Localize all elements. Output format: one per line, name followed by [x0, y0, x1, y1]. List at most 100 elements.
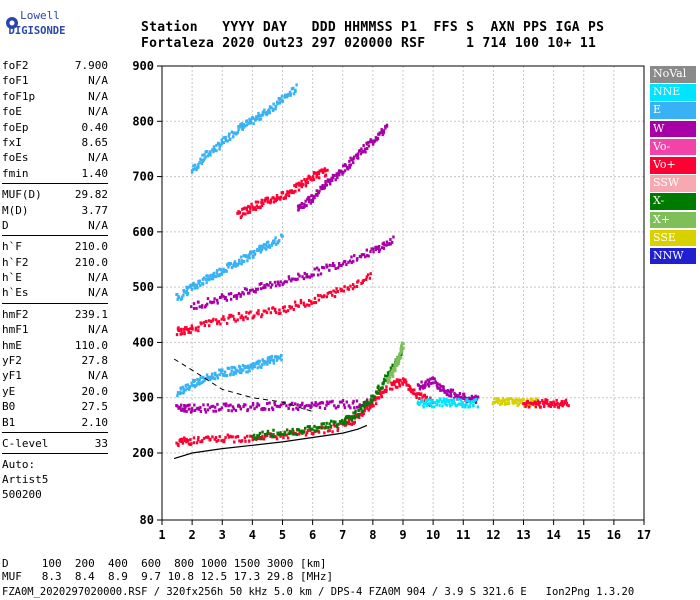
echo-point: [337, 171, 340, 175]
param-value: 210.0: [74, 240, 108, 254]
echo-point: [437, 399, 441, 403]
echo-point: [467, 400, 470, 404]
echo-point: [272, 433, 275, 437]
echo-point: [236, 435, 240, 439]
echo-point: [218, 368, 221, 372]
echo-point: [285, 193, 288, 197]
echo-point: [292, 430, 295, 434]
echo-point: [534, 405, 538, 409]
echo-point: [368, 406, 372, 410]
echo-point: [352, 421, 355, 425]
echo-point: [245, 206, 248, 210]
echo-point: [338, 173, 341, 177]
echo-point: [201, 304, 204, 308]
echo-point: [195, 383, 198, 387]
echo-point: [271, 283, 274, 287]
echo-point: [305, 431, 309, 435]
echo-point: [545, 401, 549, 405]
echo-point: [313, 429, 316, 433]
echo-point: [265, 282, 269, 286]
echo-point: [323, 294, 326, 298]
param-name: yF2: [2, 354, 22, 368]
echo-point: [319, 294, 322, 298]
echo-point: [304, 199, 307, 203]
echo-point: [301, 205, 304, 209]
echo-point: [316, 193, 319, 197]
echo-point: [180, 391, 183, 395]
echo-point: [248, 369, 251, 373]
param-value: 210.0: [74, 255, 108, 269]
echo-point: [258, 248, 261, 252]
echo-point: [321, 266, 324, 270]
echo-point: [256, 205, 260, 209]
echo-point: [214, 373, 217, 377]
echo-point: [567, 404, 570, 408]
echo-point: [311, 178, 314, 182]
param-row: foE N/A: [2, 104, 108, 119]
echo-point: [374, 402, 378, 406]
echo-point: [333, 174, 336, 178]
echo-point: [272, 102, 275, 106]
echo-point: [212, 148, 215, 152]
legend-item: X+: [650, 211, 696, 229]
echo-point: [367, 408, 370, 412]
echo-point: [294, 185, 298, 189]
echo-point: [380, 395, 384, 399]
echo-point: [185, 409, 188, 413]
echo-point: [448, 394, 451, 398]
param-name: MUF(D): [2, 188, 42, 202]
echo-point: [393, 380, 397, 384]
echo-point: [448, 402, 451, 406]
echo-point: [518, 398, 521, 402]
echo-point: [263, 284, 266, 288]
echo-point: [279, 431, 282, 435]
echo-point: [260, 248, 264, 252]
echo-point: [468, 404, 472, 408]
echo-point: [294, 303, 298, 307]
echo-point: [272, 108, 275, 112]
echo-point: [260, 113, 264, 117]
echo-point: [205, 149, 208, 153]
echo-point: [268, 359, 272, 363]
echo-point: [175, 441, 178, 445]
echo-point: [193, 385, 197, 389]
legend-item: X-: [650, 193, 696, 210]
echo-point: [279, 197, 282, 201]
echo-point: [307, 176, 310, 180]
param-name: yE: [2, 384, 16, 398]
echo-point: [302, 277, 306, 281]
echo-point: [550, 403, 554, 407]
echo-point: [347, 260, 350, 264]
echo-point: [248, 205, 251, 209]
echo-point: [176, 394, 179, 398]
echo-point: [387, 374, 390, 378]
echo-point: [331, 399, 334, 403]
echo-point: [261, 430, 264, 434]
echo-point: [300, 403, 304, 407]
echo-point: [209, 320, 213, 324]
echo-point: [193, 167, 197, 171]
echo-point: [184, 384, 187, 388]
echo-point: [261, 434, 264, 438]
echo-point: [190, 407, 194, 411]
echo-point: [350, 422, 354, 426]
echo-point: [225, 374, 229, 378]
x-tick-label: 15: [577, 528, 591, 542]
echo-point: [507, 399, 510, 403]
echo-point: [470, 400, 473, 404]
echo-point: [316, 170, 320, 174]
echo-point: [261, 245, 264, 249]
echo-point: [201, 305, 204, 309]
echo-point: [303, 426, 307, 430]
echo-point: [297, 181, 301, 185]
echo-point: [375, 138, 378, 142]
echo-point: [213, 405, 217, 409]
echo-point: [266, 429, 270, 433]
echo-point: [216, 402, 219, 406]
echo-point: [190, 305, 193, 309]
echo-point: [501, 396, 505, 400]
echo-point: [373, 395, 376, 399]
echo-point: [398, 351, 402, 355]
echo-point: [416, 392, 419, 396]
echo-point: [327, 426, 330, 430]
